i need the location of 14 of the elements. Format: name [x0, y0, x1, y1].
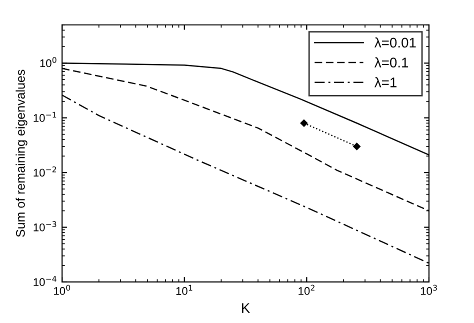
x-tick-label: 10$^{2}$	[298, 284, 314, 295]
y-axis-title: Sum of remaining eigenvalues	[16, 70, 28, 237]
y-tick-label: 10$^{0}$	[40, 57, 56, 68]
x-tick-label: 10$^{1}$	[176, 284, 192, 295]
x-tick-label: 10$^{3}$	[420, 284, 437, 295]
legend-label: λ=0.1	[374, 57, 408, 68]
y-tick-label: 10$^{−2}$	[34, 166, 56, 177]
y-tick-label: 10$^{−4}$	[34, 276, 56, 286]
legend-label: λ=0.01	[374, 37, 416, 48]
x-tick-label: 10$^{0}$	[54, 284, 70, 295]
y-tick-label: 10$^{−3}$	[34, 221, 56, 232]
legend-label: λ=1	[374, 77, 396, 88]
x-axis-title: K	[242, 303, 250, 313]
y-tick-label: 10$^{−1}$	[34, 112, 56, 122]
